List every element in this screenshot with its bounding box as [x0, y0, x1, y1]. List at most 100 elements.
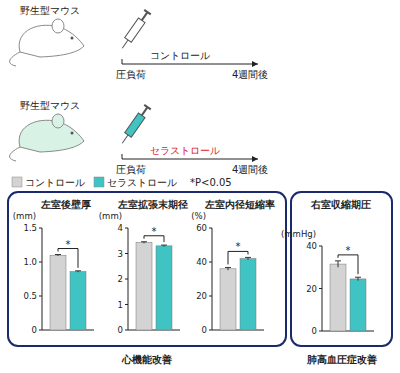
- mouse-tail: [10, 147, 20, 161]
- y-tick: [39, 330, 42, 331]
- y-tick-label: 1.5: [23, 223, 37, 233]
- significance-bracket: [228, 251, 248, 264]
- mouse: [10, 19, 84, 66]
- bar: [330, 264, 346, 331]
- significance-mark: *: [66, 239, 71, 250]
- significance-bracket: [338, 255, 358, 274]
- significance-mark: *: [346, 245, 351, 256]
- timeline: [122, 159, 258, 160]
- syringe: [119, 105, 151, 146]
- syringe-plunger: [142, 12, 148, 20]
- legend-swatch: [94, 177, 104, 187]
- panel-caption: 心機能改善: [121, 354, 172, 365]
- y-tick-label: 0: [202, 325, 207, 335]
- end-label: 4週間後: [232, 69, 268, 80]
- syringe: [119, 10, 151, 51]
- timeline-tick: [122, 59, 123, 64]
- panel-box: [8, 192, 286, 346]
- error-bar: [55, 255, 61, 256]
- error-bar: [161, 245, 167, 247]
- start-label: 圧負荷: [116, 69, 146, 80]
- legend-label: セラストロール: [107, 177, 177, 188]
- significance-mark: *: [152, 226, 157, 237]
- y-tick: [125, 253, 128, 254]
- y-tick: [125, 279, 128, 280]
- y-tick-label: 1.0: [23, 257, 37, 267]
- syringe-needle: [122, 135, 128, 143]
- mouse: [10, 114, 84, 161]
- marks: [136, 242, 172, 330]
- error-bar: [75, 271, 81, 272]
- legend-label: コントロール: [25, 177, 85, 188]
- chart: 左室内径短縮率(%)0204060*コントロールセラストロール: [191, 199, 275, 335]
- y-tick-label: 0.5: [23, 291, 37, 301]
- mouse-label: 野生型マウス: [20, 5, 80, 16]
- chart: 左室後壁厚(mm)00.51.01.5*: [13, 199, 94, 335]
- syringe-plunger: [144, 10, 151, 15]
- y-label: (mm): [99, 211, 122, 221]
- end-label: 4週間後: [232, 164, 268, 175]
- y-tick: [125, 304, 128, 305]
- bar: [70, 272, 86, 330]
- panel-box: [291, 192, 392, 346]
- y-tick: [39, 296, 42, 297]
- marks: [330, 261, 366, 331]
- error-bar: [141, 242, 147, 244]
- mouse-ear: [52, 114, 64, 128]
- mouse-label: 野生型マウス: [20, 100, 80, 111]
- y-tick-label: 2: [118, 274, 123, 284]
- panel-caption: 肺高血圧症改善: [306, 354, 377, 365]
- syringe-plunger: [144, 105, 151, 110]
- chart-title: 右室収縮期圧: [310, 199, 371, 210]
- y-axis: [42, 228, 43, 330]
- y-tick-label: 20: [306, 284, 317, 294]
- y-tick-label: 0: [118, 325, 123, 335]
- y-tick: [125, 228, 128, 229]
- y-tick-label: 0: [312, 326, 317, 336]
- y-tick: [319, 331, 322, 332]
- error-bar: [225, 267, 231, 270]
- bar: [50, 255, 66, 330]
- significance-bracket: [58, 249, 78, 268]
- mouse-body: [19, 120, 84, 152]
- syringe-barrel: [125, 113, 145, 137]
- y-tick-label: 0: [32, 325, 37, 335]
- bar: [350, 279, 366, 331]
- treatment-label: セラストロール: [150, 145, 220, 156]
- y-label: (%): [191, 211, 206, 221]
- syringe-plunger: [142, 107, 148, 115]
- error-bar: [245, 257, 251, 259]
- legend-swatch: [12, 177, 22, 187]
- y-tick: [319, 246, 322, 247]
- y-tick: [209, 296, 212, 297]
- mouse-eye: [71, 132, 74, 135]
- mouse-body: [19, 25, 84, 57]
- mouse-eye: [71, 37, 74, 40]
- y-tick: [39, 228, 42, 229]
- chart-title: 左室拡張末期径: [117, 199, 188, 210]
- marks: [220, 257, 256, 330]
- y-label: (mm): [13, 211, 36, 221]
- bar: [240, 259, 256, 330]
- y-tick: [319, 288, 322, 289]
- y-tick-label: 3: [118, 249, 123, 259]
- syringe-needle: [122, 40, 128, 48]
- mouse-ear: [52, 19, 64, 33]
- error-bar: [335, 261, 341, 267]
- significance-mark: *: [236, 241, 241, 252]
- bar: [220, 269, 236, 330]
- treatment-label: コントロール: [150, 50, 210, 61]
- figure: 野生型マウスコントロール圧負荷4週間後野生型マウスセラストロール圧負荷4週間後コ…: [0, 0, 400, 373]
- chart: 左室拡張末期径(mm)01234*コントロールセラストロール: [99, 199, 188, 335]
- marks: [50, 255, 86, 330]
- start-label: 圧負荷: [116, 164, 146, 175]
- syringe-barrel: [125, 18, 145, 42]
- timeline: [122, 64, 258, 65]
- y-axis: [212, 228, 213, 330]
- y-tick: [209, 262, 212, 263]
- mouse-tail: [10, 52, 20, 66]
- y-tick-label: 20: [196, 291, 207, 301]
- note: *P<0.05: [190, 177, 232, 188]
- y-tick: [209, 228, 212, 229]
- y-tick: [125, 330, 128, 331]
